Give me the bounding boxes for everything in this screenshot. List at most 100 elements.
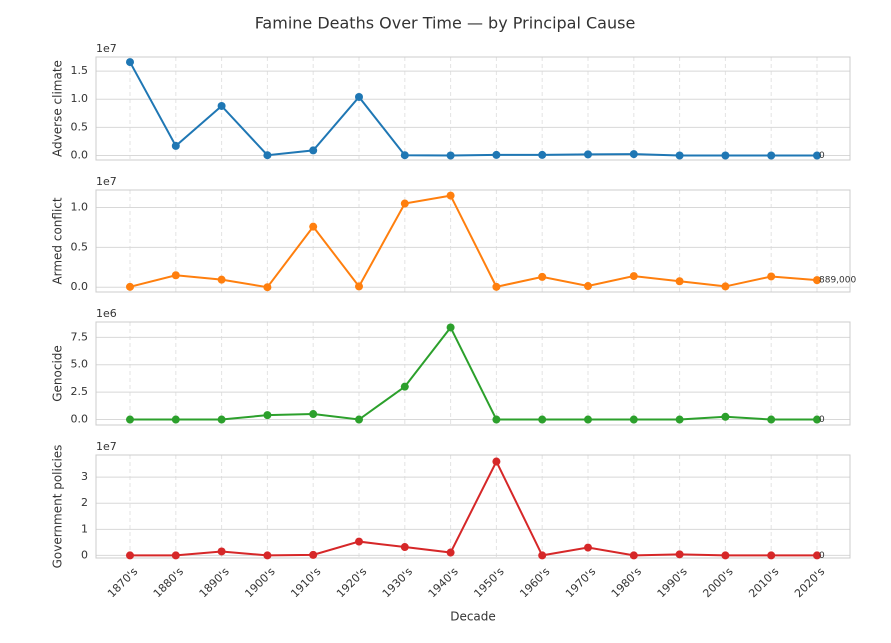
y-axis-label: Armed conflict: [51, 197, 65, 284]
data-point: [263, 283, 272, 292]
data-point: [446, 548, 455, 557]
data-point: [721, 151, 730, 160]
data-point: [675, 151, 684, 160]
x-tick-label: 1980's: [609, 565, 644, 600]
data-point: [584, 150, 592, 159]
x-tick-label: 1890's: [197, 565, 232, 600]
series-line: [129, 61, 817, 157]
data-point: [355, 282, 363, 291]
x-tick-label: 1880's: [151, 565, 186, 600]
data-point: [492, 150, 501, 159]
y-tick-label: 1.0: [71, 92, 89, 105]
data-point: [629, 150, 638, 159]
series-line: [130, 325, 817, 421]
data-point: [721, 412, 730, 421]
data-point: [171, 141, 180, 150]
y-tick-label: 0.5: [71, 120, 89, 133]
data-point: [400, 151, 409, 160]
x-tick-label: 1950's: [471, 565, 506, 600]
plot-frame: [95, 189, 851, 293]
y-tick-label: 0.0: [71, 280, 89, 293]
data-point: [446, 191, 455, 200]
data-point: [629, 415, 638, 424]
y-tick-label: 1.5: [71, 64, 89, 77]
data-point: [217, 275, 226, 284]
plot-frame: [95, 454, 851, 559]
data-point: [492, 415, 501, 424]
data-point: [309, 146, 318, 155]
data-point: [629, 551, 638, 560]
data-point: [217, 415, 226, 424]
data-point: [538, 551, 547, 560]
chart-title: Famine Deaths Over Time — by Principal C…: [255, 14, 636, 33]
data-point: [584, 282, 592, 291]
data-point: [721, 282, 730, 291]
y-tick-label: 1: [81, 522, 88, 535]
data-point: [675, 277, 684, 286]
data-point: [584, 415, 592, 424]
y-axis-label: Adverse climate: [51, 60, 65, 157]
data-point: [813, 551, 821, 560]
data-point: [309, 410, 318, 419]
data-point: [126, 282, 134, 291]
data-point: [126, 551, 134, 560]
data-point: [538, 415, 547, 424]
data-point: [721, 551, 730, 560]
data-point: [217, 547, 226, 556]
x-axis-label: Decade: [450, 610, 496, 624]
plot-frame: [95, 321, 851, 426]
data-point: [813, 415, 821, 424]
data-point: [309, 222, 318, 231]
offset-label: 1e7: [96, 175, 117, 188]
x-tick-label: 1930's: [380, 565, 415, 600]
y-tick-label: 0.5: [71, 240, 89, 253]
data-point: [675, 550, 684, 559]
y-tick-label: 2: [81, 496, 88, 509]
x-tick-label: 1920's: [334, 565, 369, 600]
data-point: [538, 272, 547, 281]
y-tick-label: 5.0: [71, 358, 89, 371]
y-tick-label: 0.0: [71, 148, 89, 161]
data-point: [355, 415, 363, 424]
x-tick-label: 1900's: [242, 565, 277, 600]
x-tick-label: 1940's: [426, 565, 461, 600]
y-tick-label: 2.5: [71, 385, 89, 398]
x-tick-label: 1870's: [105, 565, 140, 600]
x-tick-label: 1970's: [563, 565, 598, 600]
data-point: [767, 551, 776, 560]
data-point: [400, 199, 409, 208]
data-point: [492, 282, 501, 291]
value-label: 0: [819, 151, 825, 161]
data-point: [126, 415, 134, 424]
series-line: [130, 459, 817, 557]
y-axis-label: Government policies: [51, 445, 65, 569]
y-tick-label: 0.0: [71, 413, 89, 426]
value-label: 0: [819, 551, 825, 561]
offset-label: 1e7: [96, 42, 117, 55]
x-tick-label: 2020's: [792, 565, 827, 600]
x-tick-label: 2010's: [746, 565, 781, 600]
y-tick-label: 0: [81, 548, 88, 561]
series-line: [129, 194, 818, 289]
x-tick-label: 1910's: [288, 565, 323, 600]
data-point: [263, 411, 272, 420]
x-tick-label: 1960's: [517, 565, 552, 600]
data-point: [446, 323, 455, 332]
data-point: [400, 543, 409, 552]
data-point: [171, 271, 180, 280]
data-point: [813, 151, 821, 160]
x-tick-label: 2000's: [700, 565, 735, 600]
offset-label: 1e6: [96, 307, 117, 320]
data-point: [126, 58, 134, 67]
x-tick-label: 1990's: [655, 565, 690, 600]
offset-label: 1e7: [96, 440, 117, 453]
data-point: [217, 101, 226, 110]
y-tick-label: 1.0: [71, 201, 89, 214]
y-tick-label: 7.5: [71, 330, 89, 343]
data-point: [492, 457, 501, 466]
value-label: 0: [819, 415, 825, 425]
data-point: [767, 151, 776, 160]
data-point: [355, 537, 363, 546]
data-point: [538, 150, 547, 159]
